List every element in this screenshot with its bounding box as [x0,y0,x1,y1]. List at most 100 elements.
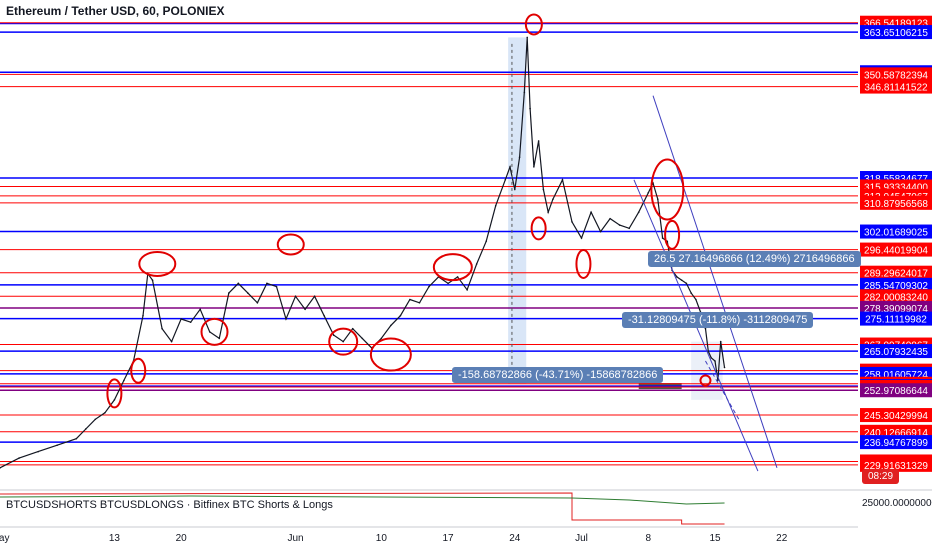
price-point [710,356,712,359]
price-tag-text: 366.54189123 [864,19,928,30]
price-point [485,240,488,243]
price-point [514,188,516,191]
price-tag-text: 310.87956568 [864,199,928,210]
red-circle-marker [130,357,147,384]
price-point [170,340,173,343]
price-axis-tag: 265.07932435 [860,344,932,359]
red-circle-marker [699,374,712,387]
price-point [228,292,230,294]
price-point [690,292,692,294]
price-point [580,237,583,239]
price-point [247,292,249,294]
price-tag-text: 289.29624017 [864,269,928,280]
price-tag-text: 278.39099074 [864,304,928,315]
price-point [590,211,592,213]
countdown-label: 08:29 [862,469,900,484]
price-point [717,379,719,382]
price-tag-bg [860,265,932,280]
price-tag-bg [860,457,932,472]
price-point [647,191,650,194]
price-point [695,298,697,301]
price-point [571,221,573,223]
price-tag-text: 229.91631329 [864,461,928,472]
price-point [685,282,688,285]
price-tag-bg [860,311,932,326]
price-point [723,366,726,369]
time-tick-label: 10 [376,533,388,544]
red-circle-marker [524,13,543,36]
price-point [704,327,707,330]
price-axis-tag: 229.91631329 [860,457,932,472]
price-point [533,166,535,168]
price-point [266,282,268,285]
time-tick-label: 8 [645,533,651,544]
price-point [208,331,211,333]
price-point [719,340,722,343]
price-point [0,467,1,469]
measure-label-small-drop: -31.12809475 (-11.8%) -3112809475 [622,312,814,328]
red-circle-marker [664,219,681,250]
price-tag-text: 350.58782394 [864,70,928,81]
red-circle-marker [328,327,359,356]
red-circle-marker [530,216,547,241]
price-point [504,179,507,181]
price-point [561,179,564,181]
red-circle-marker [276,233,305,256]
price-tag-text: 346.81141522 [864,83,928,94]
price-point [661,237,664,239]
price-point [85,428,87,430]
price-point [707,350,710,353]
price-point [714,360,716,362]
price-point [313,295,316,298]
channel-upper [652,95,778,468]
price-point [529,107,531,110]
price-axis-tag: 350.58782394 [860,67,932,82]
price-tag-text: 282.00083240 [864,292,928,303]
red-circle-marker [106,378,123,409]
price-point [142,314,144,317]
price-axis-tag: 282.00083240 [860,289,932,304]
price-point [447,282,449,285]
time-tick-label: 24 [509,533,521,544]
indicator-scale-label: 25000.00000000 [862,498,932,509]
price-axis-tag: 363.65106215 [860,25,932,40]
time-tick-label: 13 [109,533,121,544]
price-point [466,289,468,291]
price-tag-bg [860,25,932,40]
red-circle-marker [369,337,412,372]
price-tag-text: 258.01605724 [864,370,928,381]
price-point [637,211,640,213]
shorts-series-line [0,492,725,525]
price-tag-bg [860,435,932,450]
price-point [323,314,325,317]
price-point [189,321,192,323]
price-axis-tag: 302.01689025 [860,224,932,239]
price-tag-bg [860,79,932,94]
price-point [676,276,678,278]
price-axis-tag: 245.30429994 [860,408,932,423]
price-point [547,211,549,213]
price-tag-text: 363.65106215 [864,28,928,39]
price-tag-bg [860,242,932,257]
price-tag-bg [860,408,932,423]
price-point [237,282,240,285]
price-point [180,318,182,320]
price-point [599,230,602,233]
time-tick-label: 22 [776,533,788,544]
price-axis-tag: 252.97086644 [860,383,932,398]
price-point [552,198,554,201]
time-tick-label: 20 [176,533,188,544]
price-point [494,204,497,207]
price-point [294,295,297,298]
price-point [518,156,521,158]
price-point [380,337,383,340]
price-point [256,301,259,304]
price-tag-bg [860,289,932,304]
price-axis-tag: 275.11119982 [860,311,932,326]
price-tag-text: 296.44019904 [864,246,928,257]
price-point [657,198,659,201]
price-point [37,450,39,453]
time-tick-label: Jun [287,533,303,544]
